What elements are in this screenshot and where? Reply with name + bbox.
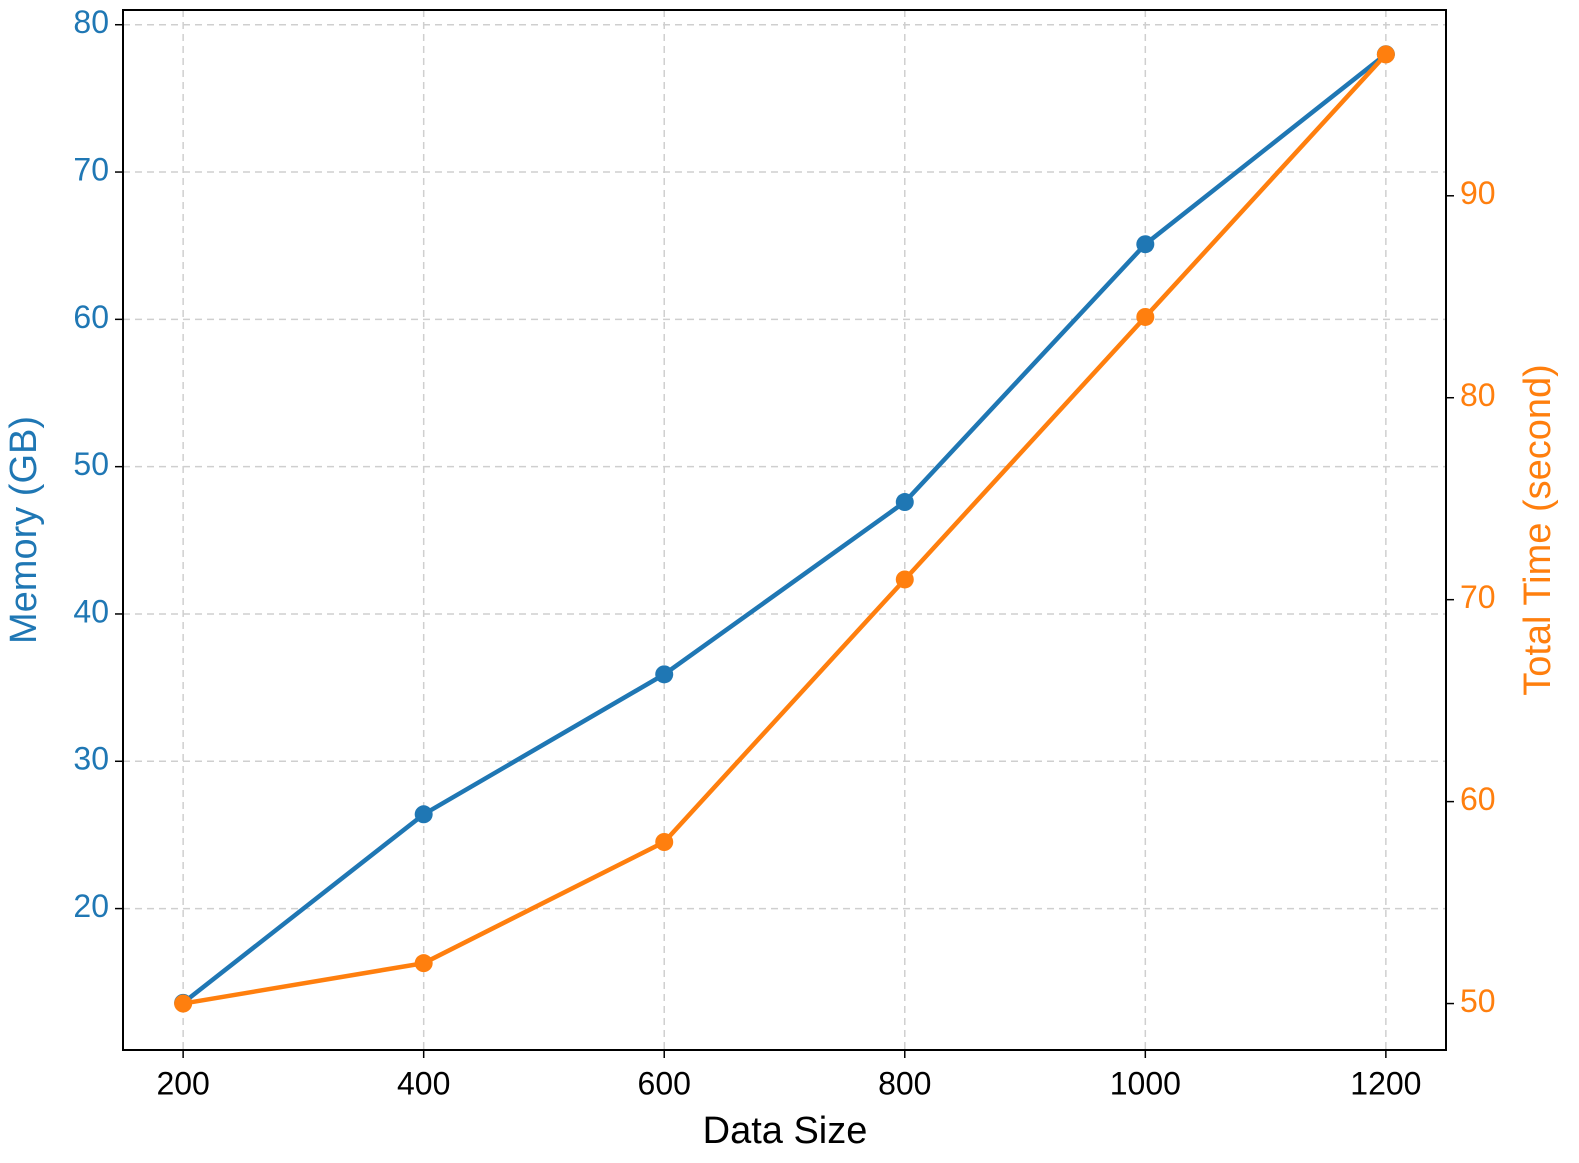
y-tick-label: 70 [73, 151, 109, 187]
x-tick-label: 600 [638, 1065, 691, 1101]
y2-tick-label: 80 [1460, 377, 1496, 413]
y2-tick-label: 70 [1460, 579, 1496, 615]
series-marker [1376, 45, 1395, 64]
series-marker [1136, 235, 1155, 254]
y2-tick-label: 50 [1460, 983, 1496, 1019]
x-axis-label: Data Size [703, 1110, 868, 1152]
series-marker [655, 833, 674, 851]
series-marker [655, 665, 674, 684]
y-tick-label: 60 [73, 299, 109, 335]
x-tick-label: 400 [397, 1065, 450, 1101]
y2-tick-label: 60 [1460, 781, 1496, 817]
series-line [181, 52, 1388, 1005]
plot-frame [122, 9, 1447, 1051]
series-marker [895, 493, 914, 512]
y-tick-label: 50 [73, 446, 109, 482]
series-marker [1136, 307, 1155, 326]
y-tick-label: 40 [73, 593, 109, 629]
y-tick-label: 20 [73, 888, 109, 924]
series-marker [414, 954, 433, 973]
y-axis-label: Memory (GB) [3, 416, 45, 644]
series-marker [895, 570, 914, 589]
y-tick-label: 80 [73, 4, 109, 40]
x-tick-label: 800 [878, 1065, 931, 1101]
y2-tick-label: 90 [1460, 175, 1496, 211]
series-marker [414, 805, 433, 824]
x-tick-label: 1200 [1350, 1065, 1421, 1101]
series-line [182, 52, 1388, 1006]
x-tick-label: 1000 [1110, 1065, 1181, 1101]
x-tick-label: 200 [156, 1065, 209, 1101]
series-marker [174, 994, 193, 1013]
y2-axis-label: Total Time (second) [1517, 364, 1559, 696]
y-tick-label: 30 [73, 741, 109, 777]
